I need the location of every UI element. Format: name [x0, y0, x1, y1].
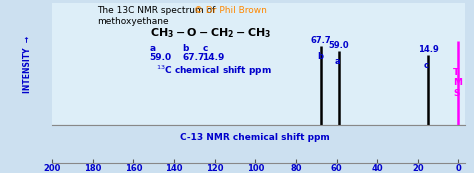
Text: b: b — [182, 44, 189, 53]
Text: INTENSITY  →: INTENSITY → — [23, 35, 32, 93]
Text: 59.0: 59.0 — [328, 41, 349, 50]
Text: c: c — [424, 61, 429, 70]
Text: b: b — [317, 52, 323, 61]
Text: 59.0: 59.0 — [150, 53, 172, 62]
Text: methoxyethane: methoxyethane — [97, 17, 168, 26]
Text: © Dr Phil Brown: © Dr Phil Brown — [194, 6, 267, 15]
Text: $^{13}$$\bf{C}$ chemical shift ppm: $^{13}$$\bf{C}$ chemical shift ppm — [156, 63, 272, 78]
Text: a: a — [150, 44, 156, 53]
Text: a: a — [335, 57, 340, 66]
Text: T
M
S: T M S — [453, 68, 462, 98]
Text: 67.7: 67.7 — [182, 53, 204, 62]
Text: $\bf{CH_3}-\bf{O}-\bf{CH_2}-\bf{CH_3}$: $\bf{CH_3}-\bf{O}-\bf{CH_2}-\bf{CH_3}$ — [150, 26, 271, 40]
Text: C-13 NMR chemical shift ppm: C-13 NMR chemical shift ppm — [181, 133, 330, 142]
Text: 14.9: 14.9 — [418, 45, 438, 54]
Text: The 13C NMR spectrum of: The 13C NMR spectrum of — [97, 6, 215, 15]
Text: 14.9: 14.9 — [202, 53, 225, 62]
Text: c: c — [202, 44, 208, 53]
Text: 67.7: 67.7 — [310, 36, 331, 45]
